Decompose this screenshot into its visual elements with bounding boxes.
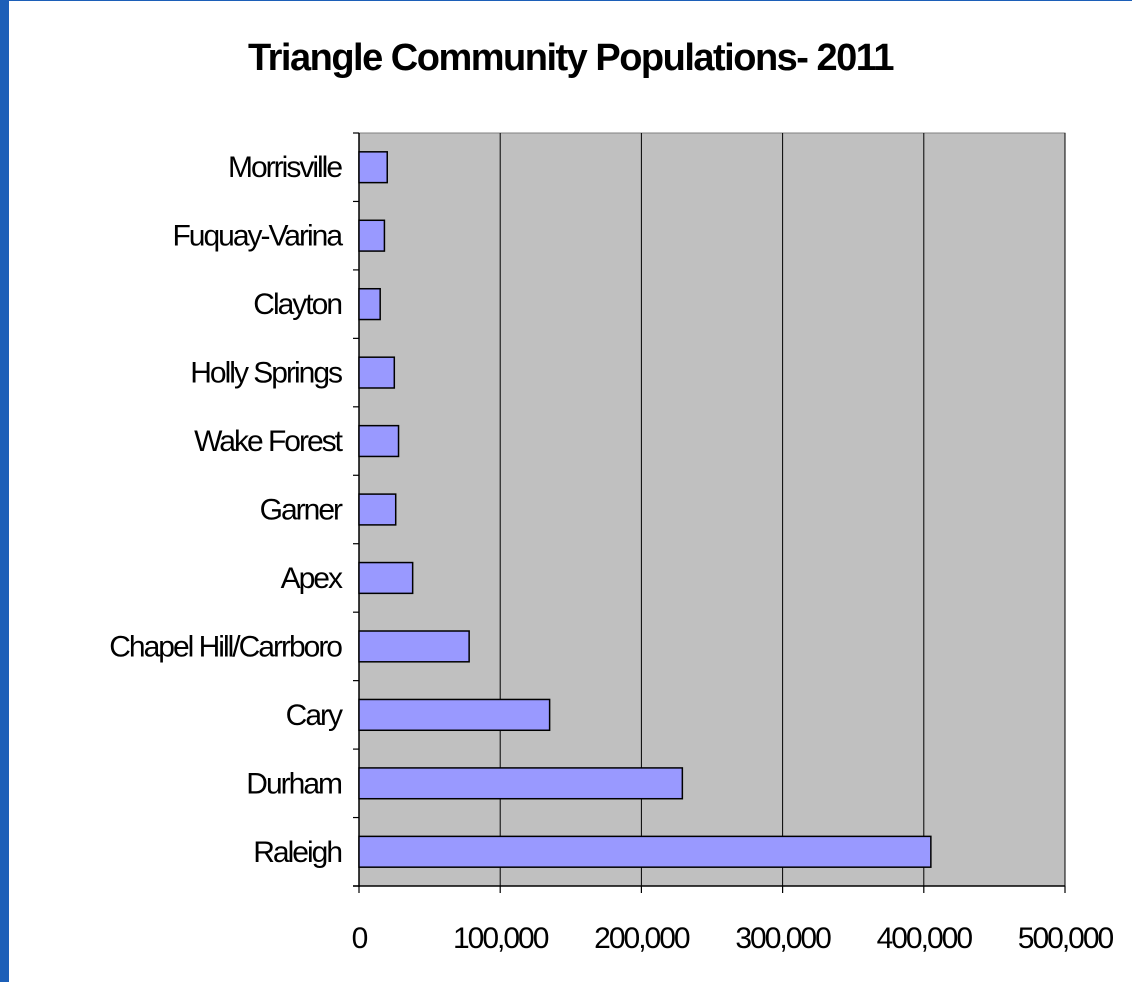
bar <box>358 767 684 800</box>
x-tick-label: 100,000 <box>453 922 549 955</box>
category-label: Raleigh <box>253 836 341 869</box>
bar <box>358 493 397 526</box>
category-label: Clayton <box>253 288 341 321</box>
bar <box>358 151 388 184</box>
x-tick-label: 200,000 <box>594 922 690 955</box>
bar <box>358 287 381 321</box>
chart-title: Triangle Community Populations- 2011 <box>248 37 894 79</box>
bar <box>358 219 386 252</box>
bar <box>358 630 470 663</box>
x-tick-label: 500,000 <box>1018 922 1114 955</box>
category-label: Holly Springs <box>190 357 342 390</box>
bar <box>358 356 396 389</box>
category-label: Wake Forest <box>194 425 344 458</box>
x-tick-label: 300,000 <box>735 922 831 955</box>
category-label: Chapel Hill/Carrboro <box>109 630 342 663</box>
bar-chart: 0 100,000 200,000 300,000 400,000 500,000 Rale… <box>109 132 1116 955</box>
bar <box>358 561 414 595</box>
category-label: Morrisville <box>228 151 342 184</box>
slide: Triangle Community Populations- 2011 0 10… <box>9 1 1132 982</box>
category-label: Apex <box>281 562 343 595</box>
plot-area <box>358 132 1066 887</box>
bar <box>358 424 400 458</box>
category-label: Durham <box>246 767 342 800</box>
category-label: Fuquay-Varina <box>172 220 343 253</box>
bar <box>358 698 551 732</box>
category-label: Cary <box>286 699 343 732</box>
bar <box>358 835 932 868</box>
category-label: Garner <box>260 494 343 527</box>
x-tick-label: 0 <box>352 922 368 955</box>
x-tick-label: 400,000 <box>877 922 973 955</box>
